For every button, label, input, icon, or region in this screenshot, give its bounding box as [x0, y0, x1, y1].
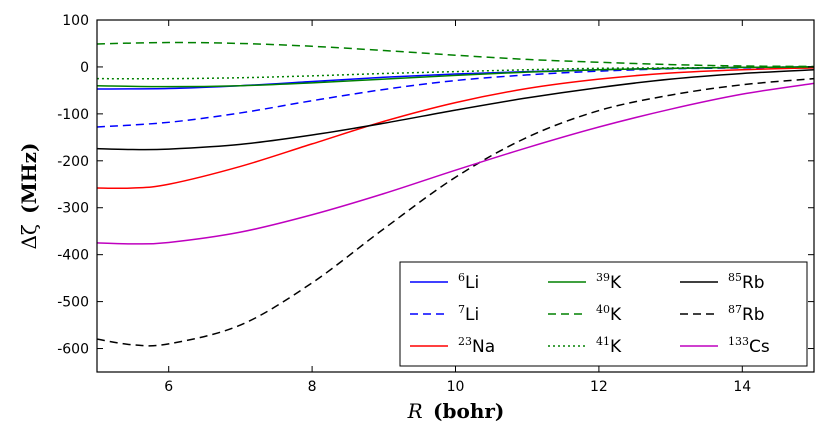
legend-entry-41k: 41K [548, 335, 622, 357]
y-tick-label: 0 [80, 60, 89, 76]
y-tick-label: -300 [57, 201, 89, 217]
x-axis-label: R (bohr) [407, 399, 505, 423]
series-line-133cs [96, 82, 815, 245]
series-layer [96, 41, 815, 347]
legend-label: 6Li [458, 271, 479, 293]
legend-element: Rb [742, 273, 765, 293]
legend-element: Li [465, 305, 479, 325]
legend-label: 85Rb [728, 271, 765, 293]
y-tick-label: -400 [57, 248, 89, 264]
y-tick-label: -200 [57, 154, 89, 170]
legend-mass-number: 6 [458, 271, 465, 284]
y-tick-label: -600 [57, 342, 89, 358]
legend-label: 39K [596, 271, 622, 293]
legend-mass-number: 41 [596, 335, 610, 348]
x-tick-label: 14 [733, 379, 751, 395]
y-tick-label: -500 [57, 295, 89, 311]
x-tick-label: 10 [447, 379, 465, 395]
legend-mass-number: 39 [596, 271, 610, 284]
legend-box [399, 261, 808, 367]
legend-element: K [610, 305, 622, 325]
series-line-87rb [96, 77, 815, 347]
legend-element: K [610, 337, 622, 357]
legend-mass-number: 87 [728, 303, 742, 316]
legend-label: 133Cs [728, 335, 770, 357]
legend-entry-7li: 7Li [410, 303, 479, 325]
x-tick-label: 12 [590, 379, 608, 395]
legend-mass-number: 85 [728, 271, 742, 284]
y-axis-label: Δζ (MHz) [17, 143, 41, 250]
series-line-40k [96, 41, 815, 68]
legend-mass-number: 23 [458, 335, 472, 348]
legend-entry-85rb: 85Rb [680, 271, 765, 293]
legend-entry-39k: 39K [548, 271, 622, 293]
y-tick-label: -100 [57, 107, 89, 123]
ticks-layer: 6 8 10 12 14 100 0 -100 -200 -300 -400 -500 -600 [57, 13, 814, 395]
legend-entry-87rb: 87Rb [680, 303, 765, 325]
legend-entry-40k: 40K [548, 303, 622, 325]
legend-element: Li [465, 273, 479, 293]
legend-entry-6li: 6Li [410, 271, 479, 293]
legend-element: K [610, 273, 622, 293]
series-line-85rb [96, 69, 815, 151]
legend-element: Rb [742, 305, 765, 325]
y-tick-label: 100 [62, 13, 89, 29]
x-tick-label: 8 [308, 379, 317, 395]
legend-entry-23na: 23Na [410, 335, 495, 357]
legend-element: Cs [749, 337, 770, 357]
legend-label: 7Li [458, 303, 479, 325]
legend-mass-number: 7 [458, 303, 465, 316]
legend-label: 41K [596, 335, 622, 357]
legend-element: Na [472, 337, 495, 357]
series-line-23na [96, 67, 815, 190]
legend-mass-number: 133 [728, 335, 749, 348]
plot-frame [96, 19, 815, 373]
legend-label: 40K [596, 303, 622, 325]
series-line-39k [96, 66, 815, 88]
legend-label: 23Na [458, 335, 495, 357]
legend-mass-number: 40 [596, 303, 610, 316]
x-tick-label: 6 [164, 379, 173, 395]
legend-label: 87Rb [728, 303, 765, 325]
legend-entry-133cs: 133Cs [680, 335, 770, 357]
